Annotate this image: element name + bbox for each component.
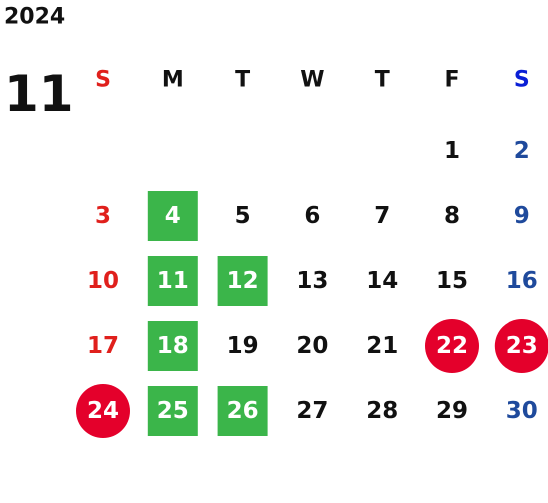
weekday-header: S [514,68,530,93]
day-number: 28 [366,398,398,424]
event-circle [494,319,548,373]
day-number: 24 [87,398,119,424]
day-number: 13 [296,268,328,294]
day-number: 18 [157,333,189,359]
day-number: 20 [296,333,328,359]
day-number: 12 [227,268,259,294]
day-number: 14 [366,268,398,294]
day-number: 3 [95,203,111,229]
weekday-header: T [235,68,250,93]
day-number: 19 [227,333,259,359]
day-number: 10 [87,268,119,294]
weekday-header: S [95,68,111,93]
day-number: 29 [436,398,468,424]
month: 11 [4,65,74,123]
day-number: 30 [506,398,538,424]
year: 2024 [4,5,65,30]
day-number: 25 [157,398,189,424]
day-number: 17 [87,333,119,359]
day-number: 27 [296,398,328,424]
day-number: 1 [444,138,460,164]
weekday-header: W [300,68,324,93]
holiday-square [217,256,268,306]
day-number: 7 [374,203,390,229]
day-number: 2 [514,138,530,164]
holiday-square [147,321,198,371]
holiday-square [147,256,198,306]
day-number: 16 [506,268,538,294]
day-number: 23 [506,333,538,359]
day-number: 15 [436,268,468,294]
event-circle [76,384,130,438]
day-number: 11 [157,268,189,294]
day-number: 5 [235,203,251,229]
holiday-square [147,386,198,436]
event-circle [425,319,479,373]
weekday-header: T [375,68,390,93]
day-number: 8 [444,203,460,229]
holiday-square [217,386,268,436]
day-number: 9 [514,203,530,229]
holiday-square [147,191,198,241]
day-number: 22 [436,333,468,359]
day-number: 6 [304,203,320,229]
day-number: 26 [227,398,259,424]
day-number: 21 [366,333,398,359]
weekday-header: F [444,68,459,93]
weekday-header: M [162,68,184,93]
day-number: 4 [165,203,181,229]
